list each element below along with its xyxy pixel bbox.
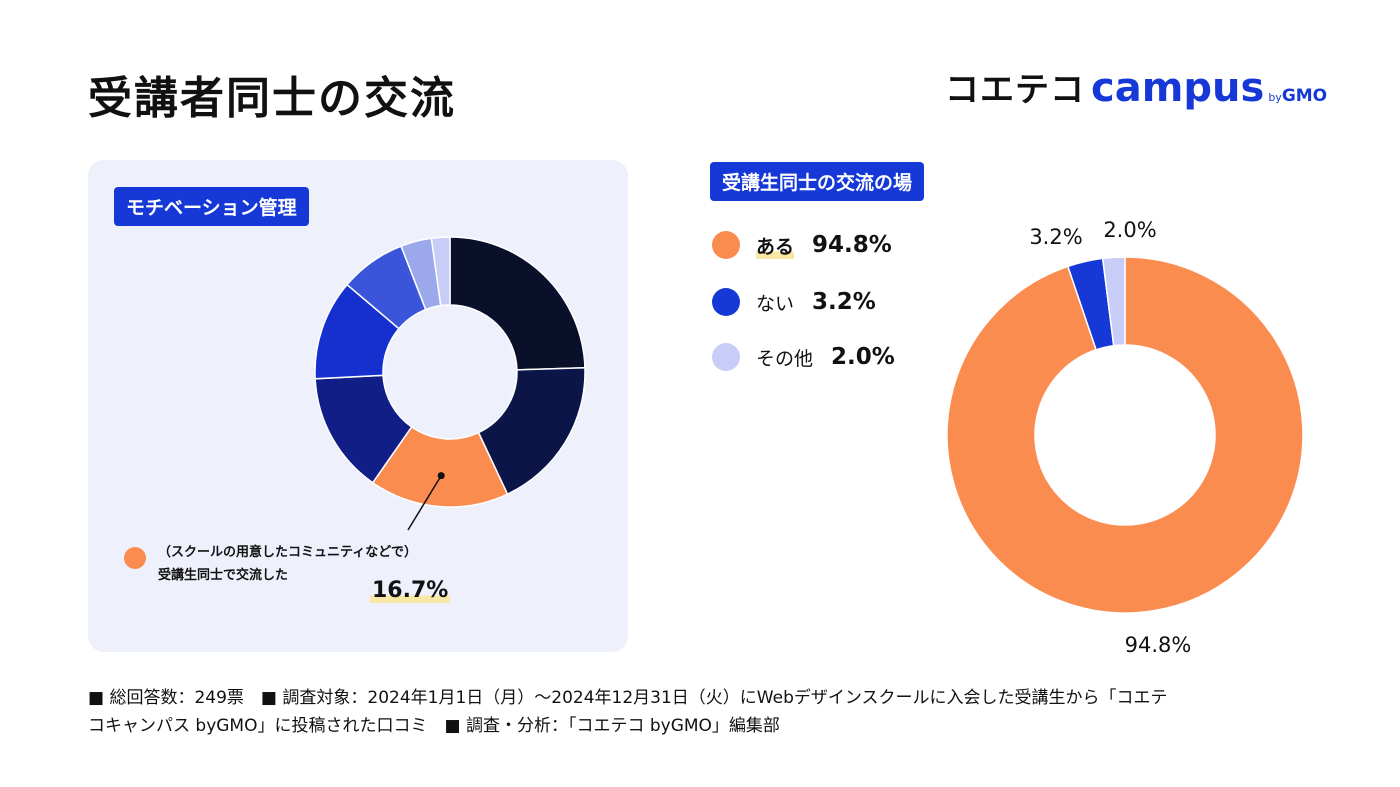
legend-item-other: その他 2.0% xyxy=(712,340,895,374)
logo-gmo-text: GMO xyxy=(1281,86,1328,106)
legend-dot-other xyxy=(712,343,740,371)
footnote-line1: ■ 総回答数：249票 ■ 調査対象：2024年1月1日（月）〜2024年12月… xyxy=(88,688,1168,708)
exchange-slice-2 xyxy=(1101,256,1126,347)
exchange-slice-0 xyxy=(946,256,1304,614)
logo-by-text: by xyxy=(1268,91,1282,104)
legend-item-aru: ある 94.8% xyxy=(712,228,892,262)
legend-value-other: 2.0% xyxy=(831,344,895,370)
callout-pointer-line xyxy=(407,475,442,531)
motivation-slice-1 xyxy=(477,366,586,496)
page-title: 受講者同士の交流 xyxy=(88,73,456,124)
legend-label-aru: ある xyxy=(756,231,795,259)
motivation-chart-title: モチベーション管理 xyxy=(114,187,309,226)
exchange-chart-title: 受講生同士の交流の場 xyxy=(710,162,925,201)
logo-main-text: コエテコ xyxy=(945,70,1085,110)
legend-label-nai: ない xyxy=(756,292,795,315)
motivation-slice-7 xyxy=(430,236,451,307)
footnote-line2: コキャンパス byGMO」に投稿された口コミ ■ 調査・分析：「コエテコ byG… xyxy=(88,716,780,736)
legend-value-nai: 3.2% xyxy=(812,289,876,315)
motivation-slice-0 xyxy=(449,236,586,371)
legend-item-nai: ない 3.2% xyxy=(712,285,876,319)
brand-logo: コエテコ campus by GMO xyxy=(945,62,1327,112)
legend-value-aru: 94.8% xyxy=(812,232,892,258)
exchange-data-label-0: 94.8% xyxy=(1125,633,1192,657)
exchange-data-label-1: 3.2% xyxy=(1029,225,1082,249)
exchange-data-label-2: 2.0% xyxy=(1103,218,1156,242)
legend-dot-nai xyxy=(712,288,740,316)
logo-campus-text: campus xyxy=(1091,65,1265,111)
callout-label-line1: （スクールの用意したコミュニティなどで） xyxy=(158,545,417,560)
legend-label-other: その他 xyxy=(756,347,814,370)
callout-value: 16.7% xyxy=(370,578,451,603)
survey-footnote: ■ 総回答数：249票 ■ 調査対象：2024年1月1日（月）〜2024年12月… xyxy=(88,684,1318,740)
callout-label-line2: 受講生同士で交流した xyxy=(158,568,289,583)
callout-legend-dot xyxy=(124,547,146,569)
legend-dot-aru xyxy=(712,231,740,259)
